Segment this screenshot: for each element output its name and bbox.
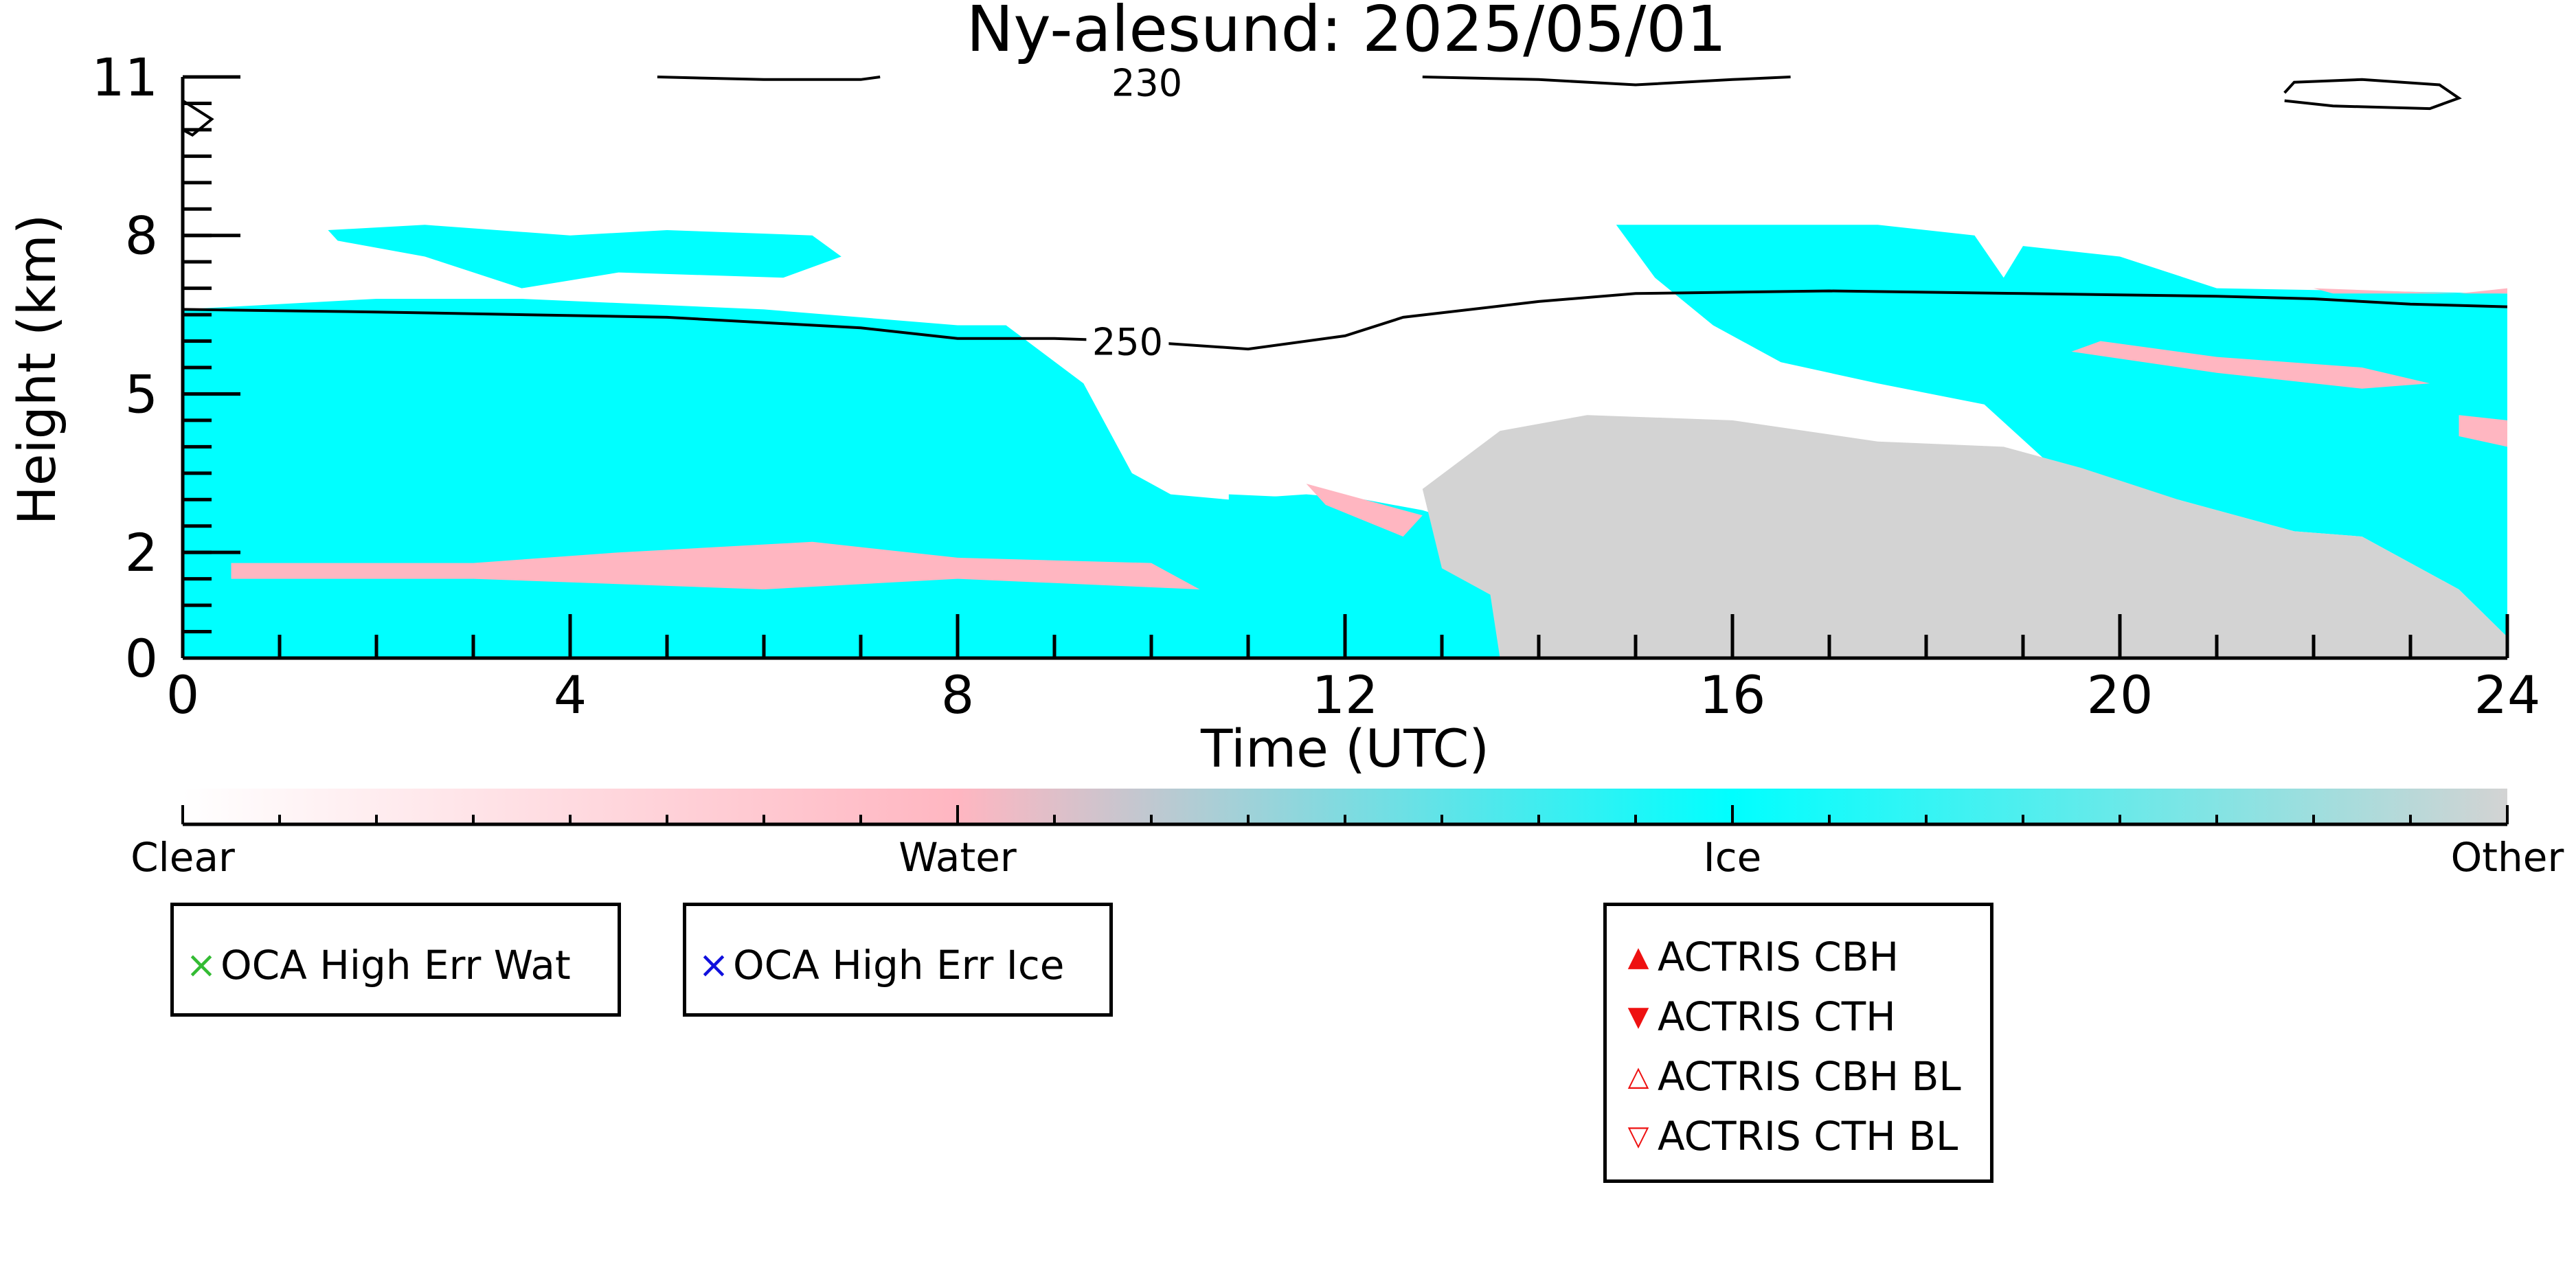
contour-line	[2283, 78, 2462, 111]
region-water	[2459, 415, 2507, 447]
legend-oca-ice: × OCA High Err Ice	[683, 903, 1113, 1017]
legend-oca-water: × OCA High Err Wat	[170, 903, 621, 1017]
legend-label: ACTRIS CBH BL	[1658, 1053, 1961, 1100]
triangle-down-outline-icon: ▽	[1627, 1120, 1649, 1152]
legend-label: ACTRIS CBH	[1658, 934, 1899, 980]
cross-marker-icon: ×	[185, 943, 217, 986]
legend-label: OCA High Err Wat	[221, 942, 571, 988]
colorbar: Clear Water Ice Other	[131, 789, 2564, 881]
legend-label: ACTRIS CTH	[1658, 993, 1896, 1040]
colorbar-label: Water	[899, 834, 1017, 881]
cloud-class-regions	[183, 225, 2507, 658]
region-other	[1422, 415, 2507, 658]
region-ice	[1228, 494, 1491, 632]
legend-label: ACTRIS CTH BL	[1658, 1113, 1958, 1160]
y-tick-label: 5	[125, 363, 158, 425]
region-ice	[328, 225, 841, 289]
legend-entry: ▽ ACTRIS CTH BL	[1619, 1113, 1958, 1160]
contour-label: 230	[1111, 62, 1182, 105]
region-water	[2071, 341, 2430, 389]
colorbar-label: Clear	[131, 834, 235, 881]
x-tick-label: 24	[2474, 664, 2541, 725]
y-tick-label: 2	[125, 522, 158, 583]
legend-label: OCA High Err Ice	[733, 942, 1065, 988]
triangle-up-icon: ▲	[1627, 941, 1649, 973]
x-tick-label: 0	[166, 664, 199, 725]
contour-label-bg	[1105, 61, 1188, 103]
contour-label: 250	[1092, 321, 1163, 364]
contour-line	[1422, 76, 1791, 87]
chart-title: Ny-alesund: 2025/05/01	[967, 0, 1727, 66]
x-tick-label: 16	[1699, 664, 1766, 725]
y-tick-label: 8	[125, 205, 158, 267]
region-water	[231, 541, 1200, 589]
triangle-up-outline-icon: △	[1627, 1061, 1649, 1092]
x-tick-label: 8	[941, 664, 974, 725]
region-ice	[1616, 225, 2507, 637]
legend-entry: ▲ ACTRIS CBH	[1619, 934, 1899, 980]
region-water	[1306, 484, 1423, 537]
colorbar-label: Ice	[1704, 834, 1762, 881]
x-tick-label: 20	[2087, 664, 2154, 725]
temperature-contours: 250 230	[181, 61, 2508, 364]
cross-marker-icon: ×	[698, 943, 730, 986]
triangle-down-icon: ▼	[1627, 1001, 1649, 1032]
contour-line	[657, 76, 881, 81]
colorbar-label: Other	[2451, 834, 2564, 881]
x-axis-label: Time (UTC)	[1200, 718, 1489, 779]
contour-label-bg	[1086, 320, 1169, 362]
legend-entry: × OCA High Err Ice	[694, 942, 1064, 988]
x-tick-label: 12	[1312, 664, 1379, 725]
y-tick-label: 11	[91, 47, 158, 108]
region-water	[2314, 288, 2507, 294]
plot-axes: 0 4 8 12 16 20 24 0 2 5 8 11	[91, 47, 2540, 725]
contour-line	[182, 289, 2508, 351]
y-tick-label: 0	[125, 628, 158, 689]
legend-actris: ▲ ACTRIS CBH ▼ ACTRIS CTH △ ACTRIS CBH B…	[1603, 903, 1993, 1183]
y-axis-label: Height (km)	[6, 214, 67, 526]
x-tick-label: 4	[554, 664, 587, 725]
legend-entry: × OCA High Err Wat	[182, 942, 571, 988]
contour-line	[181, 99, 214, 137]
legend-entry: ▼ ACTRIS CTH	[1619, 993, 1896, 1040]
legend-entry: △ ACTRIS CBH BL	[1619, 1053, 1961, 1100]
